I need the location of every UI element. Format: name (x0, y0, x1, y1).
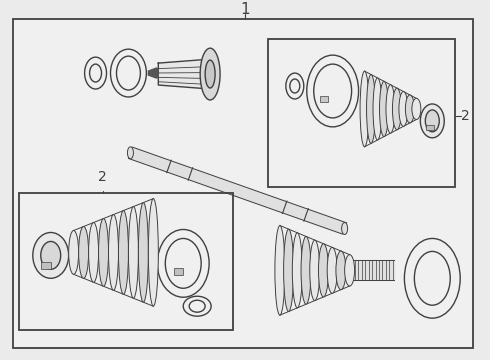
Bar (319, 96, 328, 102)
Ellipse shape (425, 110, 439, 132)
Bar (41, 262, 51, 269)
Ellipse shape (128, 207, 138, 298)
Ellipse shape (183, 296, 211, 316)
Text: 1: 1 (240, 2, 250, 17)
Ellipse shape (148, 199, 158, 306)
Ellipse shape (286, 73, 304, 99)
Bar (174, 268, 183, 275)
Ellipse shape (327, 247, 337, 293)
Ellipse shape (310, 240, 319, 301)
Ellipse shape (138, 203, 148, 302)
Ellipse shape (392, 88, 401, 130)
Ellipse shape (318, 244, 328, 297)
Ellipse shape (165, 238, 201, 288)
Ellipse shape (420, 104, 444, 138)
Ellipse shape (108, 215, 119, 290)
Ellipse shape (344, 255, 355, 286)
Ellipse shape (293, 233, 302, 308)
Ellipse shape (336, 251, 346, 290)
Ellipse shape (367, 75, 375, 143)
Bar (19, 193, 233, 330)
Ellipse shape (307, 55, 359, 127)
Ellipse shape (111, 49, 147, 97)
Ellipse shape (415, 251, 450, 305)
Ellipse shape (275, 225, 285, 315)
Ellipse shape (360, 71, 369, 147)
Ellipse shape (399, 91, 408, 126)
Polygon shape (148, 68, 158, 78)
Ellipse shape (373, 78, 382, 140)
Polygon shape (128, 147, 346, 234)
Ellipse shape (85, 57, 106, 89)
Ellipse shape (379, 81, 389, 136)
Ellipse shape (386, 85, 395, 133)
Ellipse shape (78, 226, 89, 278)
Ellipse shape (189, 300, 205, 312)
Ellipse shape (157, 229, 209, 297)
Ellipse shape (314, 64, 352, 118)
Bar (426, 125, 434, 130)
Ellipse shape (342, 222, 347, 234)
Ellipse shape (405, 95, 415, 123)
Ellipse shape (69, 230, 78, 274)
Ellipse shape (41, 242, 61, 269)
Ellipse shape (290, 79, 300, 93)
Ellipse shape (200, 48, 220, 100)
Ellipse shape (301, 237, 311, 304)
Bar (268, 39, 455, 186)
Ellipse shape (127, 147, 133, 159)
Polygon shape (349, 260, 394, 280)
Ellipse shape (412, 98, 421, 120)
Polygon shape (158, 59, 210, 89)
Ellipse shape (89, 222, 98, 282)
Ellipse shape (98, 219, 108, 286)
Ellipse shape (205, 60, 215, 88)
Ellipse shape (33, 233, 69, 278)
Text: 2: 2 (98, 170, 107, 184)
Text: 2: 2 (461, 109, 470, 123)
Ellipse shape (119, 211, 128, 294)
Ellipse shape (284, 229, 294, 311)
Ellipse shape (90, 64, 101, 82)
Ellipse shape (404, 238, 460, 318)
Ellipse shape (117, 56, 141, 90)
